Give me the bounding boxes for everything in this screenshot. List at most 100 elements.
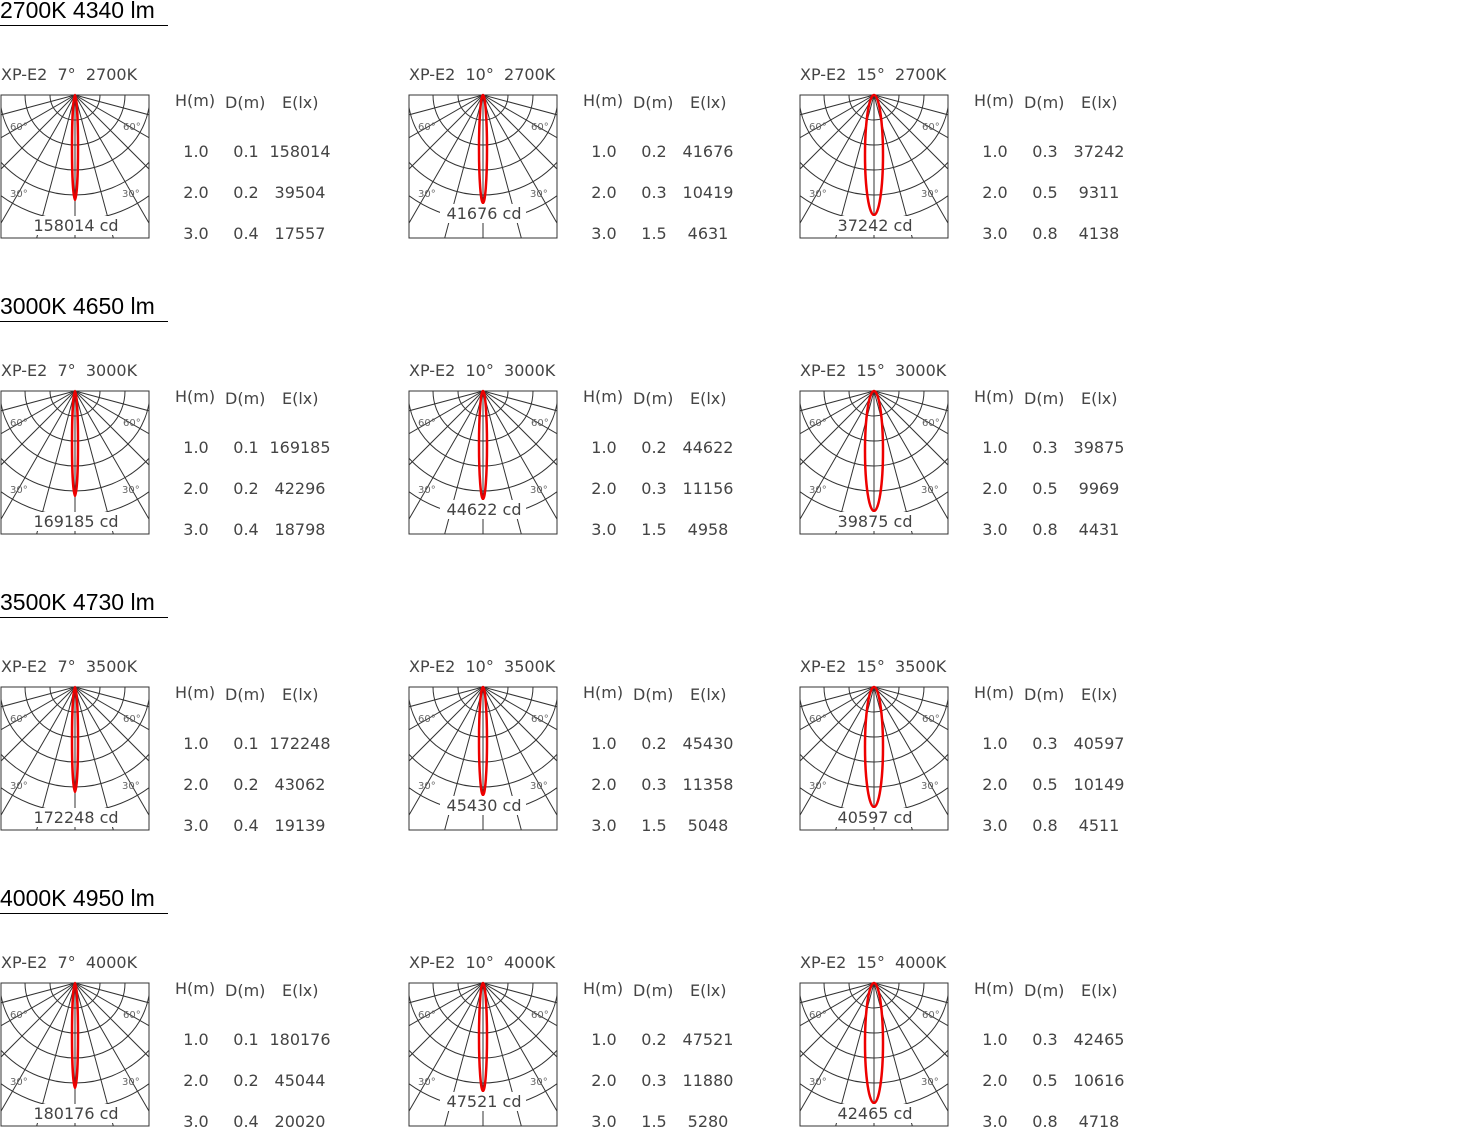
radial — [800, 95, 875, 116]
table-cell: 4138 — [1079, 224, 1120, 243]
radial — [409, 391, 484, 466]
angle-label: 30° — [10, 1077, 28, 1088]
radial — [409, 391, 484, 435]
cd-bg — [440, 1092, 526, 1111]
table-cell: 4431 — [1079, 520, 1120, 539]
table-header: H(m) — [583, 683, 623, 702]
table-header: E(lx) — [690, 93, 727, 112]
beam — [863, 389, 885, 513]
table-cell: 3.0 — [982, 1112, 1007, 1127]
table-cell: 0.5 — [1032, 1071, 1057, 1090]
table-cell: 11880 — [683, 1071, 734, 1090]
table-cell: 45044 — [275, 1071, 326, 1090]
radial — [800, 983, 875, 1004]
radial — [1, 687, 76, 762]
table-cell: 0.2 — [641, 142, 666, 161]
table-cell: 1.5 — [641, 816, 666, 835]
panel-title: XP-E2 10° 4000K — [409, 953, 556, 972]
table-cell: 158014 — [269, 142, 330, 161]
panel-title: XP-E2 15° 2700K — [800, 65, 947, 84]
panel-title: XP-E2 15° 4000K — [800, 953, 947, 972]
table-cell: 2.0 — [591, 775, 616, 794]
cd-label: 37242 cd — [838, 216, 913, 235]
radial — [873, 95, 948, 170]
table-header: H(m) — [175, 91, 215, 110]
radial — [409, 391, 484, 521]
radial — [409, 95, 484, 225]
angle-label: 30° — [418, 1077, 436, 1088]
table-cell: 4958 — [688, 520, 729, 539]
table-header: E(lx) — [282, 685, 319, 704]
radial — [74, 983, 149, 1113]
angle-label: 30° — [809, 1077, 827, 1088]
radial — [74, 391, 149, 521]
radial — [409, 391, 484, 412]
angle-label: 60° — [418, 418, 436, 429]
radial — [482, 687, 522, 830]
table-cell: 10149 — [1074, 775, 1125, 794]
table-cell: 0.3 — [641, 183, 666, 202]
cd-bg — [440, 500, 526, 519]
beam — [863, 93, 885, 217]
radial — [1, 983, 76, 1113]
cd-bg — [440, 796, 526, 815]
polar-grid — [800, 687, 948, 830]
table-cell: 1.0 — [591, 438, 616, 457]
table-cell: 169185 — [269, 438, 330, 457]
radial — [800, 983, 875, 1058]
radial — [74, 687, 149, 817]
section: 3500K 4730 lm XP-E2 7° 3500K 60° 60° 30° 30° 1… — [0, 589, 1125, 835]
table-header: D(m) — [225, 93, 265, 112]
table-cell: 10616 — [1074, 1071, 1125, 1090]
table-cell: 1.0 — [183, 438, 208, 457]
angle-label: 60° — [531, 122, 549, 133]
table-header: E(lx) — [690, 685, 727, 704]
table-header: H(m) — [974, 91, 1014, 110]
radial — [1, 983, 76, 1027]
radial — [800, 391, 875, 435]
panel: XP-E2 10° 3500K 60° 60° 30° 30° 45430 cd H(m) D… — [408, 657, 734, 835]
radial — [444, 983, 484, 1126]
angle-label: 60° — [531, 714, 549, 725]
table-cell: 3.0 — [591, 224, 616, 243]
radial — [482, 983, 557, 1027]
radial — [482, 983, 557, 1113]
table-cell: 0.1 — [233, 142, 258, 161]
angle-label: 60° — [418, 122, 436, 133]
table-header: D(m) — [1024, 93, 1064, 112]
radial — [482, 95, 557, 116]
table-header: D(m) — [225, 389, 265, 408]
table-header: H(m) — [583, 91, 623, 110]
table-header: H(m) — [583, 979, 623, 998]
panel: XP-E2 7° 3500K 60° 60° 30° 30° 172248 cd H(m) D… — [0, 657, 331, 835]
cd-label: 44622 cd — [447, 500, 522, 519]
panel: XP-E2 7° 4000K 60° 60° 30° 30° 180176 cd H(m) D… — [0, 953, 331, 1127]
table-cell: 11358 — [683, 775, 734, 794]
table-cell: 0.3 — [1032, 142, 1057, 161]
table-cell: 9969 — [1079, 479, 1120, 498]
table-header: D(m) — [1024, 685, 1064, 704]
angle-label: 30° — [921, 485, 939, 496]
radial — [74, 391, 149, 435]
angle-label: 30° — [530, 781, 548, 792]
table-cell: 0.5 — [1032, 183, 1057, 202]
radial — [873, 983, 948, 1027]
radial — [409, 983, 484, 1058]
table-cell: 1.0 — [183, 142, 208, 161]
panel: XP-E2 15° 3500K 60° 60° 30° 30° 40597 cd H(m) D… — [799, 657, 1125, 835]
panel-title: XP-E2 15° 3000K — [800, 361, 947, 380]
section-heading: 4000K 4950 lm — [0, 885, 155, 911]
radial — [74, 391, 149, 466]
angle-label: 30° — [530, 1077, 548, 1088]
radial — [409, 95, 484, 116]
angle-label: 30° — [809, 485, 827, 496]
cd-bg — [831, 216, 917, 235]
panel-title: XP-E2 7° 4000K — [1, 953, 138, 972]
angle-label: 30° — [418, 781, 436, 792]
panel: XP-E2 15° 2700K 60° 60° 30° 30° 37242 cd H(m) D… — [799, 65, 1125, 243]
table-cell: 4511 — [1079, 816, 1120, 835]
radial — [800, 687, 875, 762]
table-cell: 37242 — [1074, 142, 1125, 161]
radial — [74, 687, 149, 762]
table-cell: 0.2 — [641, 438, 666, 457]
